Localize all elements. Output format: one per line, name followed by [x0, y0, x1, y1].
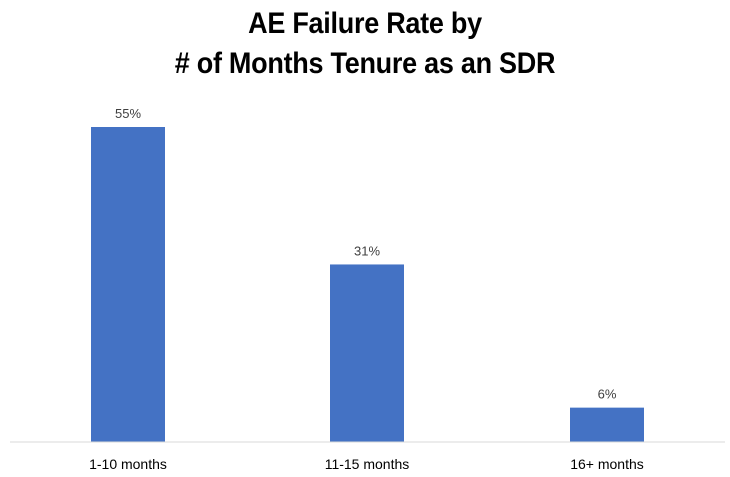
x-tick-labels-group: 1-10 months 11-15 months 16+ months — [89, 456, 644, 472]
bar-2 — [330, 264, 404, 442]
data-label-3: 6% — [598, 387, 617, 402]
chart-title: AE Failure Rate by # of Months Tenure as… — [37, 4, 694, 84]
bars-group — [91, 127, 644, 442]
x-tick-label-1: 1-10 months — [89, 456, 167, 472]
chart-title-line-1: AE Failure Rate by — [248, 7, 482, 40]
x-tick-label-2: 11-15 months — [325, 456, 410, 472]
data-label-2: 31% — [354, 243, 380, 258]
bar-1 — [91, 127, 165, 442]
chart-title-line-2: # of Months Tenure as an SDR — [174, 47, 556, 80]
bar-3 — [570, 407, 644, 442]
x-tick-label-3: 16+ months — [570, 456, 644, 472]
data-label-1: 55% — [115, 106, 141, 121]
data-labels-group: 55% 31% 6% — [115, 106, 617, 402]
